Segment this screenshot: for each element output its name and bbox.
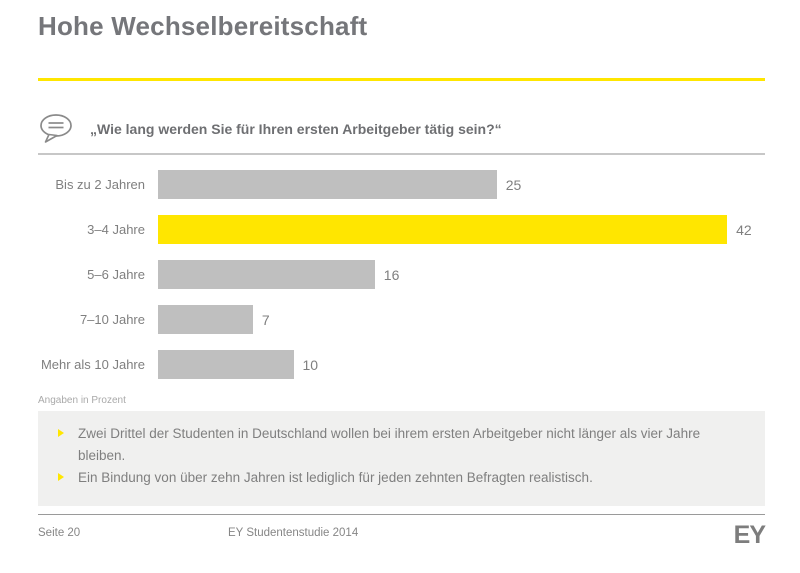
- takeaway-text: Ein Bindung von über zehn Jahren ist led…: [78, 470, 593, 485]
- category-label: Mehr als 10 Jahre: [40, 357, 145, 372]
- bar: [158, 170, 497, 199]
- slide: Hohe Wechselbereitschaft „Wie lang werde…: [0, 11, 800, 549]
- category-label: 7–10 Jahre: [79, 312, 145, 327]
- bar: [158, 305, 253, 334]
- bullet-arrow-icon: [58, 429, 64, 437]
- bar-track: 42: [158, 215, 765, 244]
- bar-highlighted: [158, 215, 728, 244]
- footer-divider: [38, 514, 765, 515]
- takeaway-box: Zwei Drittel der Studenten in Deutschlan…: [38, 411, 765, 506]
- takeaway-bullet: Ein Bindung von über zehn Jahren ist led…: [52, 467, 751, 489]
- category-label: Bis zu 2 Jahren: [55, 177, 145, 192]
- bar-value-label: 16: [383, 266, 400, 283]
- bar-value-label: 25: [505, 176, 522, 193]
- bar-track: 16: [158, 260, 765, 289]
- speech-bubble-icon: [40, 114, 72, 143]
- bar-track: 7: [158, 305, 765, 334]
- bar: [158, 260, 375, 289]
- chart-row: 7–10 Jahre 7: [38, 305, 765, 334]
- category-label: 3–4 Jahre: [87, 222, 145, 237]
- bar-value-label: 7: [261, 311, 270, 328]
- takeaway-text: Zwei Drittel der Studenten in Deutschlan…: [78, 426, 701, 463]
- question-row: „Wie lang werden Sie für Ihren ersten Ar…: [38, 113, 765, 145]
- chart-row: 3–4 Jahre 42: [38, 215, 765, 244]
- bar-chart: Bis zu 2 Jahren 25 3–4 Jahre 42 5–6 Jahr…: [38, 155, 765, 379]
- footer: Seite 20 EY Studentenstudie 2014 EY: [38, 521, 766, 549]
- chart-row: Bis zu 2 Jahren 25: [38, 170, 765, 199]
- page-title: Hohe Wechselbereitschaft: [38, 11, 368, 41]
- bar-track: 10: [158, 350, 765, 379]
- chart-row: Mehr als 10 Jahre 10: [38, 350, 765, 379]
- unit-note: Angaben in Prozent: [38, 395, 126, 406]
- chart-top-divider: [38, 153, 765, 155]
- study-name: EY Studentenstudie 2014: [228, 527, 359, 539]
- chart-row: 5–6 Jahre 16: [38, 260, 765, 289]
- bar-track: 25: [158, 170, 765, 199]
- ey-logo: EY: [733, 521, 766, 549]
- category-label: 5–6 Jahre: [87, 267, 145, 282]
- accent-divider: [38, 78, 765, 81]
- bar-value-label: 10: [302, 356, 319, 373]
- page-number: Seite 20: [38, 527, 81, 539]
- survey-question: „Wie lang werden Sie für Ihren ersten Ar…: [90, 121, 502, 137]
- bar-value-label: 42: [736, 221, 752, 238]
- bar: [158, 350, 294, 379]
- takeaway-bullet: Zwei Drittel der Studenten in Deutschlan…: [52, 423, 751, 467]
- bullet-arrow-icon: [58, 473, 64, 481]
